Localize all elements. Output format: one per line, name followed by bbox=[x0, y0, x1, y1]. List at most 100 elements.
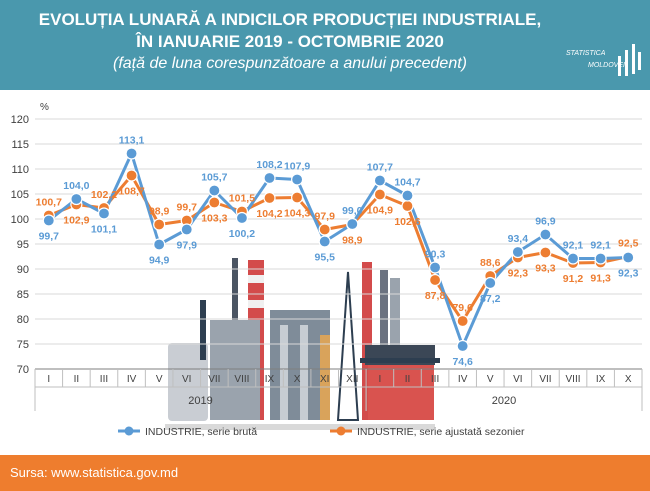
x-tick-label: IX bbox=[265, 374, 275, 385]
data-label: 99,7 bbox=[39, 231, 60, 243]
data-label: 79,6 bbox=[452, 302, 473, 314]
series-line bbox=[47, 152, 629, 348]
y-tick-label: 85 bbox=[17, 289, 29, 301]
data-point bbox=[456, 314, 469, 328]
data-point bbox=[428, 261, 442, 274]
data-label: 93,3 bbox=[535, 263, 556, 275]
y-tick-label: 120 bbox=[11, 114, 29, 126]
x-tick-label: V bbox=[156, 374, 163, 385]
data-point bbox=[539, 228, 552, 241]
data-point bbox=[401, 199, 414, 213]
data-label: 107,7 bbox=[367, 162, 393, 174]
data-label: 87,8 bbox=[425, 290, 446, 302]
x-tick-label: I bbox=[47, 374, 50, 385]
data-label: 113,1 bbox=[119, 135, 145, 147]
data-point bbox=[346, 217, 359, 231]
y-tick-label: 110 bbox=[11, 164, 29, 176]
data-label: 103,3 bbox=[201, 213, 227, 225]
chart-title-line2: ÎN IANUARIE 2019 - OCTOMBRIE 2020 bbox=[136, 32, 444, 51]
data-label: 108,2 bbox=[256, 159, 282, 171]
data-point bbox=[622, 251, 635, 264]
year-label: 2019 bbox=[188, 395, 212, 407]
data-point bbox=[318, 223, 331, 236]
data-point bbox=[511, 245, 524, 259]
data-point bbox=[153, 238, 166, 251]
x-tick-label: VIII bbox=[566, 374, 581, 385]
data-label: 96,9 bbox=[535, 216, 556, 228]
data-point bbox=[291, 191, 304, 204]
x-tick-label: III bbox=[100, 374, 108, 385]
y-tick-label: 70 bbox=[17, 364, 29, 376]
data-label: 104,9 bbox=[367, 205, 393, 217]
x-axis: I II III IV V VI VII VIII IX X XI XII I II III IV V VI VII… bbox=[34, 368, 643, 411]
x-tick-label: XII bbox=[346, 374, 358, 385]
data-label: 101,1 bbox=[91, 224, 117, 236]
y-tick-label: 115 bbox=[11, 139, 29, 151]
data-label: 102,6 bbox=[394, 216, 420, 228]
data-label: 88,6 bbox=[480, 257, 501, 269]
x-tick-label: V bbox=[487, 374, 494, 385]
footer-bar: Sursa: www.statistica.gov.md bbox=[0, 455, 650, 491]
data-point bbox=[42, 214, 55, 227]
data-point bbox=[566, 252, 580, 265]
data-label: 104,7 bbox=[394, 177, 420, 189]
data-label: 92,3 bbox=[618, 268, 639, 280]
grid-lines bbox=[35, 118, 642, 370]
chart-subtitle: (față de luna corespunzătoare a anului p… bbox=[112, 55, 467, 72]
data-label: 95,5 bbox=[314, 252, 335, 264]
data-point bbox=[373, 174, 386, 187]
data-point bbox=[208, 196, 221, 209]
data-label: 98,9 bbox=[149, 206, 170, 218]
data-label: 91,2 bbox=[563, 273, 584, 285]
y-tick-label: 90 bbox=[17, 264, 29, 276]
year-label: 2020 bbox=[492, 395, 516, 407]
data-point bbox=[373, 188, 386, 201]
x-tick-label: VIII bbox=[234, 374, 249, 385]
data-label: 87,2 bbox=[480, 293, 501, 305]
header-banner: EVOLUȚIA LUNARĂ A INDICILOR PRODUCȚIEI I… bbox=[0, 0, 650, 90]
data-point bbox=[97, 207, 111, 220]
chart-title-line1: EVOLUȚIA LUNARĂ A INDICILOR PRODUCȚIEI I… bbox=[38, 10, 542, 29]
x-tick-label: VI bbox=[513, 374, 522, 385]
y-tick-label: 100 bbox=[11, 214, 29, 226]
data-label: 100,7 bbox=[36, 197, 62, 209]
y-axis: 70 75 80 85 90 95 100 105 110 115 120% bbox=[11, 102, 49, 376]
x-tick-label: II bbox=[405, 374, 411, 385]
x-tick-label: XI bbox=[320, 374, 329, 385]
data-label: 102,2 bbox=[91, 189, 117, 201]
data-label: 104,2 bbox=[256, 208, 282, 220]
source-text: Sursa: www.statistica.gov.md bbox=[10, 465, 179, 480]
data-label: 105,7 bbox=[201, 172, 227, 184]
data-point bbox=[153, 218, 166, 231]
data-point bbox=[263, 171, 276, 185]
x-tick-label: IV bbox=[127, 374, 137, 385]
y-tick-label: 75 bbox=[17, 339, 29, 351]
data-point bbox=[263, 191, 276, 205]
data-label: 97,9 bbox=[314, 211, 335, 223]
y-tick-label: 105 bbox=[11, 189, 29, 201]
data-point bbox=[125, 147, 138, 160]
y-tick-label: 80 bbox=[17, 314, 29, 326]
data-label: 92,5 bbox=[618, 238, 639, 250]
logo-bars-icon bbox=[618, 44, 641, 76]
data-point bbox=[484, 276, 497, 290]
data-label: 94,9 bbox=[149, 255, 170, 267]
data-label: 93,4 bbox=[508, 233, 529, 245]
x-tick-label: IV bbox=[458, 374, 468, 385]
data-label: 104,0 bbox=[63, 180, 89, 192]
x-tick-label: VII bbox=[539, 374, 551, 385]
data-label: 99,0 bbox=[342, 205, 363, 217]
x-tick-label: VI bbox=[182, 374, 191, 385]
data-label: 100,2 bbox=[229, 228, 255, 240]
data-point bbox=[428, 273, 442, 287]
legend: INDUSTRIE, serie brută INDUSTRIE, serie a… bbox=[118, 426, 525, 438]
data-label: 92,1 bbox=[563, 240, 584, 252]
x-tick-label: X bbox=[625, 374, 632, 385]
legend-label: INDUSTRIE, serie brută bbox=[145, 426, 257, 438]
data-point bbox=[539, 246, 552, 259]
legend-marker bbox=[124, 426, 134, 436]
legend-marker bbox=[336, 426, 346, 436]
data-label: 92,3 bbox=[508, 268, 529, 280]
data-point bbox=[180, 223, 193, 236]
